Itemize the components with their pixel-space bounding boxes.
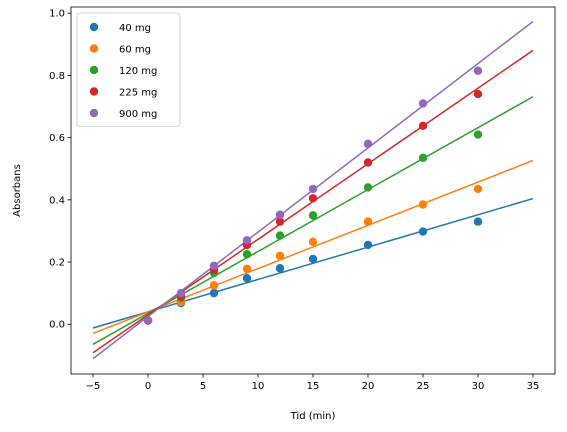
legend-label: 40 mg xyxy=(119,23,151,34)
data-point-225-mg xyxy=(419,122,427,130)
data-point-120-mg xyxy=(309,211,317,219)
data-point-60-mg xyxy=(243,265,251,273)
x-tick-label: 30 xyxy=(472,381,485,392)
data-point-225-mg xyxy=(474,90,482,98)
data-point-225-mg xyxy=(364,158,372,166)
data-point-40-mg xyxy=(474,217,482,225)
data-point-60-mg xyxy=(474,185,482,193)
data-point-60-mg xyxy=(309,238,317,246)
data-point-120-mg xyxy=(419,154,427,162)
y-tick-label: 0.0 xyxy=(49,320,65,331)
data-point-60-mg xyxy=(364,217,372,225)
data-point-40-mg xyxy=(276,264,284,272)
y-axis-label: Absorbans xyxy=(12,164,23,217)
data-point-225-mg xyxy=(309,194,317,202)
data-point-900-mg xyxy=(276,211,284,219)
data-point-40-mg xyxy=(210,289,218,297)
legend-marker xyxy=(90,44,98,52)
data-point-120-mg xyxy=(276,231,284,239)
data-point-120-mg xyxy=(243,250,251,258)
x-tick-label: 5 xyxy=(200,381,206,392)
data-point-60-mg xyxy=(419,200,427,208)
data-point-40-mg xyxy=(419,227,427,235)
data-point-40-mg xyxy=(243,274,251,282)
data-point-900-mg xyxy=(419,99,427,107)
legend-label: 900 mg xyxy=(119,109,157,120)
legend-label: 225 mg xyxy=(119,88,157,99)
y-tick-label: 0.6 xyxy=(49,133,65,144)
legend-marker xyxy=(90,66,98,74)
x-tick-label: 20 xyxy=(362,381,375,392)
legend-label: 120 mg xyxy=(119,66,157,77)
legend-label: 60 mg xyxy=(119,45,151,56)
data-point-900-mg xyxy=(144,316,152,324)
x-tick-label: 15 xyxy=(307,381,320,392)
y-tick-label: 0.2 xyxy=(49,258,65,269)
data-point-900-mg xyxy=(177,289,185,297)
y-tick-label: 1.0 xyxy=(49,9,65,20)
y-tick-label: 0.8 xyxy=(49,71,65,82)
x-axis-label: Tid (min) xyxy=(290,411,336,422)
data-point-120-mg xyxy=(474,130,482,138)
data-point-60-mg xyxy=(210,281,218,289)
legend-marker xyxy=(90,87,98,95)
data-point-40-mg xyxy=(364,241,372,249)
data-point-40-mg xyxy=(309,255,317,263)
y-tick-label: 0.4 xyxy=(49,195,65,206)
data-point-900-mg xyxy=(210,262,218,270)
x-tick-label: 25 xyxy=(417,381,430,392)
x-tick-label: 0 xyxy=(145,381,151,392)
data-point-60-mg xyxy=(276,252,284,260)
legend: 40 mg 60 mg 120 mg 225 mg 900 mg xyxy=(77,13,180,127)
data-point-120-mg xyxy=(364,183,372,191)
legend-marker xyxy=(90,109,98,117)
x-tick-label: 10 xyxy=(252,381,265,392)
data-point-900-mg xyxy=(243,236,251,244)
legend-marker xyxy=(90,23,98,31)
data-point-900-mg xyxy=(364,140,372,148)
x-tick-label: 35 xyxy=(527,381,540,392)
x-tick-label: −5 xyxy=(86,381,101,392)
data-point-900-mg xyxy=(474,67,482,75)
data-point-900-mg xyxy=(309,185,317,193)
